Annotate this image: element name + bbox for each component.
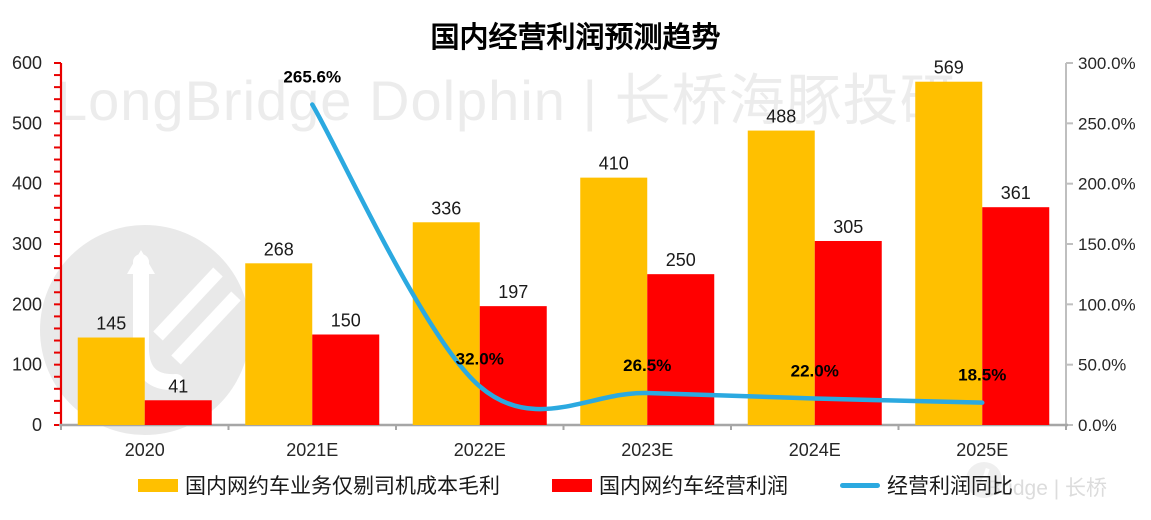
bar-value-label: 145 [96,314,126,334]
yoy-point-label: 265.6% [283,68,341,87]
legend-line-swatch-icon [840,482,880,488]
bar-value-label: 41 [168,376,188,396]
watermark-corner-text: Bridge | 长桥 [987,477,1107,500]
bar-value-label: 488 [766,107,796,127]
right-axis-tick-label: 50.0% [1078,356,1126,375]
bar-segment [747,130,815,425]
right-axis-tick-label: 250.0% [1078,114,1136,133]
x-category-label: 2020 [125,440,165,460]
yoy-point-label: 26.5% [623,356,671,375]
left-axis-tick-label: 200 [12,294,42,314]
yoy-point-label: 32.0% [456,349,504,368]
bar-value-label: 410 [599,154,629,174]
x-category-label: 2025E [956,440,1008,460]
left-axis-tick-label: 300 [12,234,42,254]
legend-label: 国内网约车经营利润 [599,475,788,498]
legend-bar-swatch-icon [138,478,178,492]
bar-segment [412,222,480,425]
bar-value-label: 569 [934,58,964,78]
watermark-text: LongBridge Dolphin | 长桥海豚投研 [56,69,957,132]
bar-value-label: 361 [1001,183,1031,203]
legend-item-2: 国内网约车经营利润 [552,470,788,500]
bar-segment [580,177,648,425]
watermark-corner: Bridge | 长桥 [987,472,1107,502]
left-axis-tick-label: 400 [12,174,42,194]
x-category-label: 2022E [454,440,506,460]
bar-segment [312,334,380,425]
yoy-point-label: 22.0% [791,361,839,380]
bar-value-label: 268 [264,239,294,259]
bar-segment [77,337,145,425]
bar-segment [814,240,882,425]
bar-value-label: 150 [331,311,361,331]
left-axis-tick-label: 100 [12,355,42,375]
right-axis-tick-label: 300.0% [1078,54,1136,73]
legend-label: 国内网约车业务仅剔司机成本毛利 [185,475,500,498]
bar-value-label: 336 [431,198,461,218]
legend-label: 经营利润同比 [887,475,1013,498]
left-axis-tick-label: 0 [32,415,42,435]
yoy-point-label: 18.5% [958,366,1006,385]
yoy-line [310,102,985,412]
bar-segment [245,263,313,425]
bar-value-label: 250 [666,250,696,270]
legend: 国内网约车业务仅剔司机成本毛利 国内网约车经营利润 经营利润同比 [0,470,1151,500]
right-axis-tick-label: 150.0% [1078,235,1136,254]
longbridge-mini-logo-icon [966,462,1002,498]
x-category-label: 2024E [789,440,841,460]
bar-value-label: 197 [498,282,528,302]
x-category-label: 2021E [286,440,338,460]
right-axis-tick-label: 200.0% [1078,175,1136,194]
bar-segment [647,274,715,425]
right-axis-tick-label: 0.0% [1078,416,1117,435]
legend-item-3: 经营利润同比 [840,470,1013,500]
legend-item-1: 国内网约车业务仅剔司机成本毛利 [138,470,500,500]
bar-value-label: 305 [833,217,863,237]
legend-bar-swatch-icon [552,478,592,492]
bar-segment [915,81,983,425]
left-axis-tick-label: 600 [12,53,42,73]
chart-title: 国内经营利润预测趋势 [430,22,721,54]
left-axis-tick-label: 500 [12,113,42,133]
x-category-label: 2023E [621,440,673,460]
right-axis-tick-label: 100.0% [1078,295,1136,314]
bar-segment [144,400,212,425]
bar-segment [982,207,1050,425]
